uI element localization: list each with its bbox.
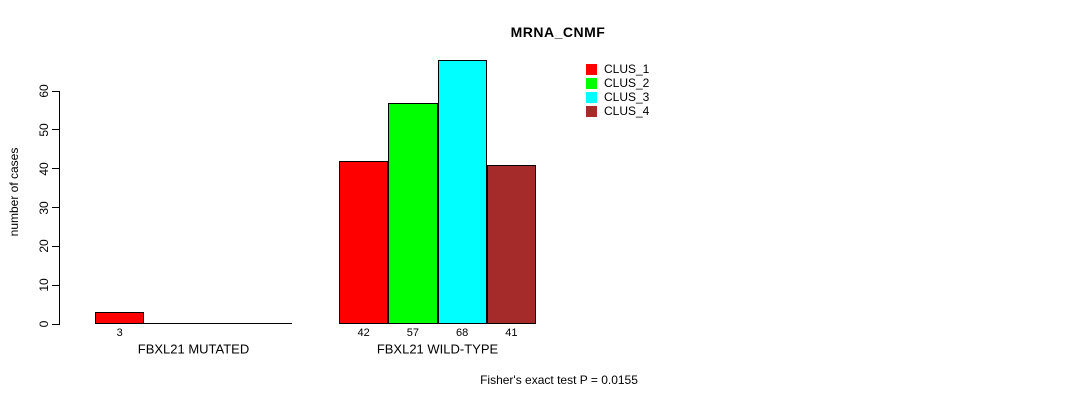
y-axis-tick — [52, 207, 59, 208]
chart-title: MRNA_CNMF — [510, 24, 606, 40]
group-baseline — [95, 323, 292, 324]
bar-clus_1-fbxl21-mutated — [95, 312, 145, 324]
bar-clus_3-fbxl21-wild-type — [437, 59, 487, 324]
legend-item: CLUS_2 — [586, 76, 649, 90]
y-axis-tick-label: 10 — [37, 278, 51, 292]
legend-color-swatch — [586, 105, 597, 117]
y-axis-line — [59, 91, 60, 325]
y-axis-tick — [52, 245, 59, 247]
bar-clus_2-fbxl21-wild-type — [388, 102, 438, 324]
bar-value-label: 3 — [116, 326, 123, 339]
legend-color-swatch — [586, 91, 597, 103]
bar-value-label: 41 — [505, 326, 518, 339]
bar-value-label: 57 — [406, 326, 419, 339]
legend-item: CLUS_4 — [586, 104, 649, 118]
legend-item: CLUS_1 — [586, 62, 649, 76]
y-axis-tick — [52, 90, 59, 92]
y-axis-tick-label: 40 — [37, 161, 51, 176]
stat-annotation: Fisher's exact test P = 0.0155 — [480, 373, 638, 387]
y-axis-tick — [52, 323, 59, 325]
legend-item: CLUS_3 — [586, 90, 649, 104]
y-axis-tick — [52, 129, 59, 131]
legend-color-swatch — [586, 77, 597, 89]
y-axis-tick — [52, 284, 59, 286]
y-axis-title: number of cases — [7, 147, 21, 237]
legend-color-swatch — [586, 63, 597, 75]
y-axis-tick — [52, 168, 59, 170]
y-axis-tick-label: 20 — [37, 239, 51, 254]
y-axis-tick-label: 30 — [37, 200, 51, 215]
bar-clus_1-fbxl21-wild-type — [339, 160, 389, 324]
y-axis-tick-label: 0 — [37, 320, 51, 328]
legend-item-label: CLUS_2 — [604, 76, 650, 90]
y-axis-tick-label: 50 — [37, 123, 51, 137]
legend: CLUS_1 CLUS_2 CLUS_3 CLUS_4 — [586, 62, 649, 118]
x-axis-group-label: FBXL21 WILD-TYPE — [376, 341, 499, 356]
bar-value-label: 68 — [456, 326, 469, 339]
legend-item-label: CLUS_3 — [604, 90, 650, 104]
bar-value-label: 42 — [357, 326, 370, 339]
legend-item-label: CLUS_4 — [604, 104, 650, 118]
y-axis-tick-label: 60 — [37, 84, 51, 98]
x-axis-group-label: FBXL21 MUTATED — [137, 341, 250, 356]
legend-item-label: CLUS_1 — [604, 62, 650, 76]
bar-clus_4-fbxl21-wild-type — [486, 164, 536, 324]
